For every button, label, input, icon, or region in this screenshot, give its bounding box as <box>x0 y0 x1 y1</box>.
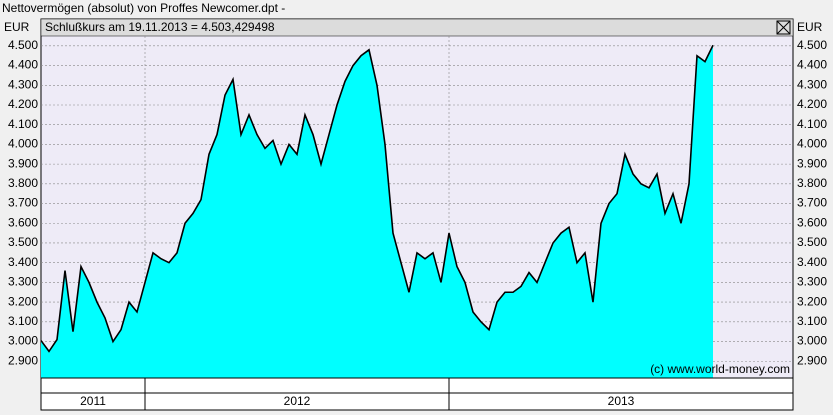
x-tick-label: 2013 <box>608 394 635 408</box>
y-tick-label-left: 4.000 <box>8 137 38 151</box>
y-tick-label-left: 4.400 <box>8 58 38 72</box>
chart-title: Nettovermögen (absolut) von Proffes Newc… <box>2 1 285 15</box>
currency-left: EUR <box>4 20 30 34</box>
currency-right: EUR <box>797 20 823 34</box>
y-tick-label-left: 3.700 <box>8 196 38 210</box>
y-tick-label-left: 3.900 <box>8 156 38 170</box>
y-tick-label-left: 3.300 <box>8 275 38 289</box>
y-tick-label-left: 3.500 <box>8 235 38 249</box>
y-tick-label-left: 3.100 <box>8 314 38 328</box>
y-tick-label-right: 3.700 <box>797 196 827 210</box>
y-tick-label-left: 3.400 <box>8 255 38 269</box>
header-bar <box>40 18 794 37</box>
close-icon[interactable] <box>776 20 791 35</box>
y-tick-label-right: 3.000 <box>797 334 827 348</box>
y-tick-label-right: 4.400 <box>797 58 827 72</box>
y-tick-label-right: 3.400 <box>797 255 827 269</box>
x-tick-label: 2012 <box>284 394 311 408</box>
watermark: (c) www.world-money.com <box>650 362 790 376</box>
y-tick-label-left: 4.500 <box>8 38 38 52</box>
y-tick-label-left: 4.100 <box>8 117 38 131</box>
y-tick-label-left: 3.800 <box>8 176 38 190</box>
y-tick-label-right: 4.100 <box>797 117 827 131</box>
y-tick-label-left: 4.300 <box>8 77 38 91</box>
y-tick-label-right: 3.300 <box>797 275 827 289</box>
y-tick-label-left: 3.200 <box>8 294 38 308</box>
y-tick-label-right: 4.200 <box>797 97 827 111</box>
y-tick-label-right: 3.500 <box>797 235 827 249</box>
y-tick-label-left: 4.200 <box>8 97 38 111</box>
y-tick-label-right: 4.000 <box>797 137 827 151</box>
y-tick-label-right: 3.600 <box>797 215 827 229</box>
y-tick-label-right: 3.800 <box>797 176 827 190</box>
y-tick-label-right: 3.100 <box>797 314 827 328</box>
y-tick-label-right: 3.200 <box>797 294 827 308</box>
line <box>40 44 714 353</box>
y-tick-label-right: 2.900 <box>797 353 827 367</box>
y-tick-label-right: 3.900 <box>797 156 827 170</box>
x-axis-band <box>40 377 794 411</box>
y-tick-label-left: 3.000 <box>8 334 38 348</box>
x-tick-label: 2011 <box>80 394 106 408</box>
y-tick-label-right: 4.500 <box>797 38 827 52</box>
y-tick-label-right: 4.300 <box>797 77 827 91</box>
y-tick-label-left: 2.900 <box>8 353 38 367</box>
y-tick-label-left: 3.600 <box>8 215 38 229</box>
area <box>41 45 713 378</box>
header-text: Schlußkurs am 19.11.2013 = 4.503,429498 <box>45 20 275 34</box>
